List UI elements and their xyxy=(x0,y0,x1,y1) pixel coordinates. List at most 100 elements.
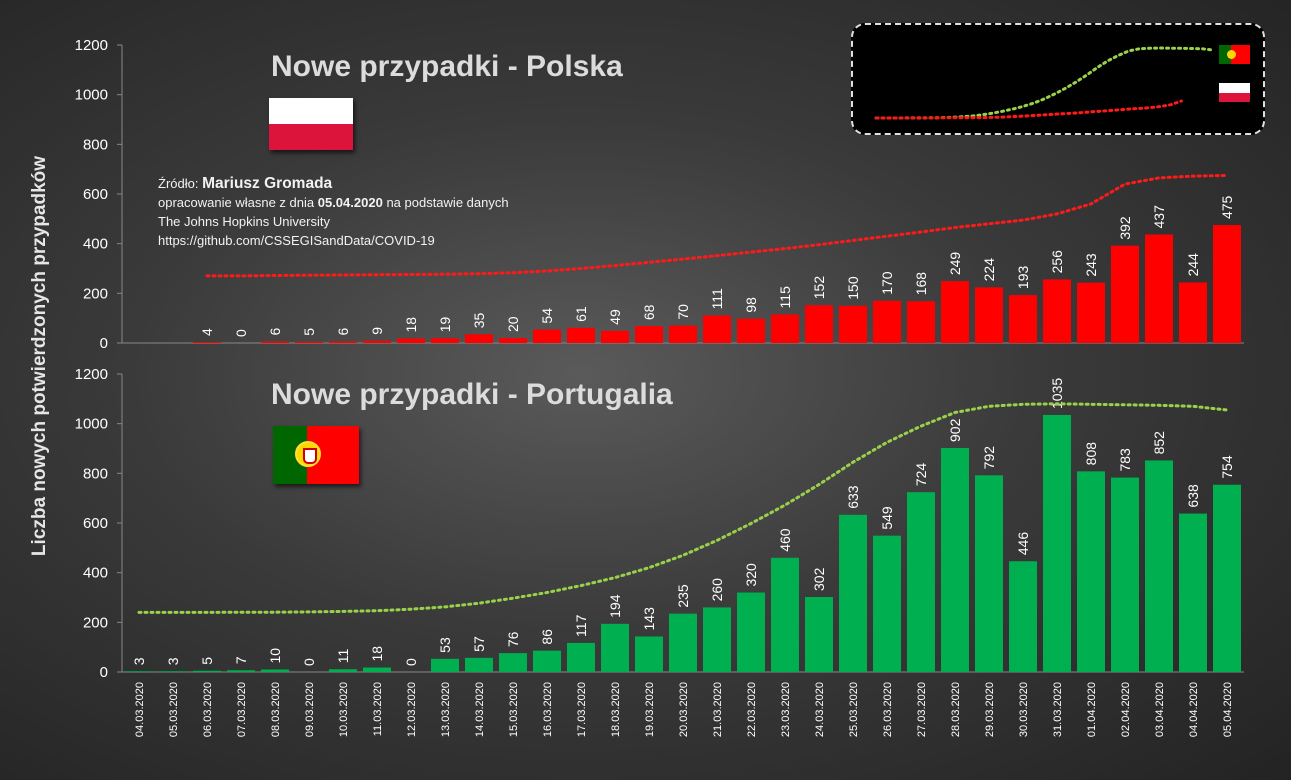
poland-bar-01.04.2020 xyxy=(1077,282,1105,343)
portugal-y-tick-label: 600 xyxy=(83,515,108,532)
poland-y-tick-label: 0 xyxy=(100,335,108,352)
poland-data-label: 256 xyxy=(1049,250,1065,274)
portugal-y-tick-label: 1000 xyxy=(75,416,108,433)
portugal-data-label: 10 xyxy=(267,648,283,664)
x-tick-label: 14.03.2020 xyxy=(474,682,486,737)
poland-bar-11.03.2020 xyxy=(363,340,391,343)
x-tick-label: 05.04.2020 xyxy=(1222,682,1234,737)
poland-chart-title: Nowe przypadki - Polska xyxy=(271,50,623,83)
x-tick-label: 04.03.2020 xyxy=(134,682,146,737)
poland-bar-12.03.2020 xyxy=(397,338,425,343)
portugal-bar-04.03.2020 xyxy=(125,671,153,672)
x-tick-label: 01.04.2020 xyxy=(1086,682,1098,737)
portugal-data-label: 194 xyxy=(607,594,623,618)
poland-data-label: 437 xyxy=(1151,205,1167,229)
poland-bar-10.03.2020 xyxy=(329,341,357,343)
x-tick-label: 16.03.2020 xyxy=(542,682,554,737)
poland-bar-03.04.2020 xyxy=(1145,234,1173,343)
x-tick-label: 15.03.2020 xyxy=(508,682,520,737)
portugal-bar-03.04.2020 xyxy=(1145,460,1173,672)
poland-bar-28.03.2020 xyxy=(941,281,969,343)
portugal-data-label: 18 xyxy=(369,646,385,662)
poland-data-label: 193 xyxy=(1015,265,1031,289)
poland-data-label: 475 xyxy=(1219,195,1235,219)
source-date: 05.04.2020 xyxy=(317,195,383,210)
portugal-y-tick-label: 400 xyxy=(83,565,108,582)
portugal-bar-22.03.2020 xyxy=(737,592,765,672)
poland-data-label: 35 xyxy=(471,313,487,329)
poland-bar-06.03.2020 xyxy=(193,342,221,343)
x-tick-label: 26.03.2020 xyxy=(882,682,894,737)
poland-bar-17.03.2020 xyxy=(567,327,595,343)
portugal-data-label: 549 xyxy=(879,506,895,530)
portugal-data-label: 11 xyxy=(335,649,351,664)
portugal-bar-24.03.2020 xyxy=(805,597,833,672)
x-tick-label: 31.03.2020 xyxy=(1052,682,1064,737)
source-author: Mariusz Gromada xyxy=(202,175,333,192)
portugal-data-label: 320 xyxy=(743,563,759,587)
portugal-bar-16.03.2020 xyxy=(533,650,561,672)
portugal-trend-line xyxy=(137,402,1229,614)
portugal-y-tick-label: 200 xyxy=(83,614,108,631)
portugal-data-label: 3 xyxy=(131,657,147,665)
portugal-bar-29.03.2020 xyxy=(975,475,1003,672)
poland-data-label: 152 xyxy=(811,276,827,300)
x-tick-label: 13.03.2020 xyxy=(440,682,452,737)
portugal-bar-21.03.2020 xyxy=(703,607,731,672)
portugal-bar-08.03.2020 xyxy=(261,669,289,672)
portugal-bar-13.03.2020 xyxy=(431,658,459,672)
poland-y-tick-label: 1200 xyxy=(75,37,108,54)
poland-data-label: 224 xyxy=(981,258,997,282)
poland-data-label: 115 xyxy=(777,286,793,309)
portugal-bar-05.04.2020 xyxy=(1213,484,1241,672)
poland-data-label: 54 xyxy=(539,308,555,324)
poland-bar-19.03.2020 xyxy=(635,326,663,343)
poland-trend-line xyxy=(205,173,1229,278)
portugal-data-label: 852 xyxy=(1151,431,1167,455)
poland-data-label: 18 xyxy=(403,317,419,333)
poland-data-label: 0 xyxy=(233,329,249,337)
portugal-bar-23.03.2020 xyxy=(771,557,799,672)
poland-y-tick-label: 200 xyxy=(83,285,108,302)
source-line3: The Johns Hopkins University xyxy=(158,214,330,229)
portugal-data-label: 754 xyxy=(1219,455,1235,479)
portugal-bar-18.03.2020 xyxy=(601,623,629,672)
portugal-y-tick-label: 800 xyxy=(83,465,108,482)
x-tick-label: 18.03.2020 xyxy=(610,682,622,737)
portugal-data-label: 460 xyxy=(777,528,793,552)
portugal-data-label: 53 xyxy=(437,637,453,653)
x-tick-label: 08.03.2020 xyxy=(270,682,282,737)
x-tick-label: 09.03.2020 xyxy=(304,682,316,737)
x-tick-label: 11.03.2020 xyxy=(372,682,384,736)
portugal-data-label: 808 xyxy=(1083,442,1099,466)
x-tick-label: 10.03.2020 xyxy=(338,682,350,737)
poland-bar-30.03.2020 xyxy=(1009,295,1037,343)
portugal-y-tick-label: 1200 xyxy=(75,366,108,383)
poland-data-label: 4 xyxy=(199,328,215,336)
portugal-bar-15.03.2020 xyxy=(499,653,527,672)
poland-flag-icon xyxy=(1219,83,1250,102)
portugal-data-label: 3 xyxy=(165,657,181,665)
portugal-bar-17.03.2020 xyxy=(567,642,595,672)
poland-data-label: 6 xyxy=(335,328,351,336)
poland-bar-05.04.2020 xyxy=(1213,225,1241,343)
portugal-data-label: 57 xyxy=(471,636,487,652)
poland-data-label: 70 xyxy=(675,304,691,320)
portugal-data-label: 143 xyxy=(641,607,657,631)
x-tick-label: 19.03.2020 xyxy=(644,682,656,737)
portugal-data-label: 1035 xyxy=(1049,378,1065,409)
poland-data-label: 249 xyxy=(947,252,963,276)
poland-bar-16.03.2020 xyxy=(533,329,561,343)
portugal-data-label: 235 xyxy=(675,584,691,608)
x-tick-label: 04.04.2020 xyxy=(1188,682,1200,737)
poland-bar-21.03.2020 xyxy=(703,315,731,343)
poland-bar-13.03.2020 xyxy=(431,338,459,343)
x-tick-label: 07.03.2020 xyxy=(236,682,248,737)
portugal-data-label: 117 xyxy=(573,614,589,637)
x-tick-label: 12.03.2020 xyxy=(406,682,418,737)
poland-bar-29.03.2020 xyxy=(975,287,1003,343)
portugal-bar-28.03.2020 xyxy=(941,448,969,672)
portugal-bar-25.03.2020 xyxy=(839,514,867,672)
portugal-data-label: 76 xyxy=(505,631,521,647)
portugal-bar-14.03.2020 xyxy=(465,657,493,672)
